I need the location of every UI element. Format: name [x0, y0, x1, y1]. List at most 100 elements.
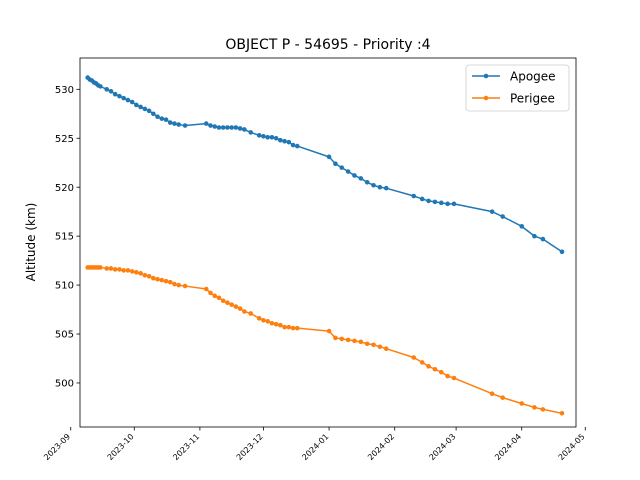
perigee-point — [134, 270, 139, 275]
perigee-point — [98, 265, 103, 270]
apogee-point — [112, 91, 118, 97]
apogee-point — [261, 134, 266, 139]
perigee-point — [261, 318, 266, 323]
perigee-point — [248, 311, 254, 316]
perigee-point — [438, 369, 444, 375]
apogee-point — [273, 135, 279, 141]
apogee-point — [203, 121, 209, 126]
apogee-point — [129, 99, 135, 105]
perigee-point — [451, 375, 457, 381]
apogee-point — [167, 120, 173, 125]
perigee-point — [229, 302, 234, 307]
apogee-point — [358, 176, 364, 181]
apogee-point — [345, 169, 351, 174]
y-tick-label: 530 — [55, 85, 74, 96]
perigee-point — [290, 325, 296, 331]
apogee-point — [559, 249, 565, 255]
y-tick-label: 510 — [55, 281, 74, 292]
apogee-point — [419, 196, 425, 202]
perigee-point — [411, 355, 417, 360]
y-tick-label: 525 — [55, 134, 74, 145]
apogee-point — [182, 123, 188, 128]
perigee-point — [225, 300, 230, 305]
apogee-point — [451, 201, 457, 207]
perigee-point — [419, 360, 425, 365]
perigee-point — [159, 277, 165, 283]
apogee-point — [155, 114, 160, 120]
perigee-point — [208, 290, 213, 296]
apogee-point — [212, 124, 218, 129]
perigee-point — [278, 322, 283, 328]
perigee-point — [142, 272, 148, 278]
apogee-point — [371, 182, 376, 188]
apogee-point — [282, 138, 287, 144]
perigee-point — [540, 407, 546, 412]
legend-marker-apogee — [483, 73, 489, 79]
apogee-point — [225, 125, 230, 130]
legend: Apogee Perigee — [465, 64, 570, 112]
perigee-point — [489, 391, 495, 397]
perigee-point — [345, 337, 351, 343]
perigee-point — [176, 282, 182, 288]
perigee-point — [519, 401, 525, 406]
perigee-point — [182, 283, 188, 289]
apogee-point — [290, 142, 296, 148]
perigee-point — [151, 275, 156, 281]
apogee-point — [265, 134, 270, 140]
apogee-point — [295, 143, 300, 149]
apogee-point — [216, 125, 222, 130]
perigee-point — [155, 276, 160, 282]
perigee-point — [500, 395, 505, 400]
apogee-point — [248, 130, 254, 135]
apogee-point — [278, 137, 283, 143]
apogee-point — [229, 125, 234, 130]
apogee-point — [104, 87, 110, 92]
perigee-point — [282, 324, 287, 330]
legend-label-apogee: Apogee — [510, 69, 556, 83]
apogee-point — [364, 180, 370, 185]
perigee-point — [269, 320, 275, 326]
perigee-point — [172, 281, 177, 287]
perigee-point — [112, 267, 118, 272]
apogee-point — [519, 224, 525, 229]
series-layer — [85, 75, 565, 416]
legend-label-perigee: Perigee — [510, 91, 555, 105]
apogee-point — [242, 127, 247, 132]
apogee-point — [220, 125, 226, 130]
perigee-point — [220, 298, 226, 304]
perigee-point — [212, 293, 218, 299]
perigee-point — [383, 346, 389, 352]
legend-marker-perigee — [483, 95, 489, 101]
apogee-point — [138, 104, 143, 110]
chart-title: OBJECT P - 54695 - Priority :4 — [225, 37, 430, 53]
apogee-point — [237, 126, 243, 131]
perigee-point — [364, 341, 370, 347]
apogee-point — [256, 133, 262, 138]
perigee-point — [117, 267, 122, 272]
perigee-point — [121, 268, 126, 273]
plot-frame — [79, 57, 577, 428]
perigee-point — [265, 318, 270, 324]
apogee-point — [117, 93, 122, 99]
perigee-point — [108, 266, 114, 271]
perigee-point — [432, 366, 438, 372]
series-apogee — [85, 75, 565, 255]
apogee-point — [411, 193, 417, 199]
perigee-point — [445, 373, 450, 379]
perigee-point — [352, 338, 357, 344]
apogee-point — [339, 165, 345, 170]
apogee-point — [146, 108, 152, 114]
apogee-point — [176, 122, 182, 127]
perigee-point — [273, 321, 279, 327]
y-tick-label: 505 — [55, 330, 74, 341]
perigee-point — [295, 325, 300, 331]
apogee-point — [286, 139, 292, 145]
apogee-point — [134, 102, 139, 108]
perigee-point — [339, 336, 345, 342]
series-perigee — [85, 265, 565, 416]
apogee-point — [269, 134, 275, 140]
y-axis-label: Altitude (km) — [24, 203, 38, 282]
perigee-point — [104, 266, 110, 271]
perigee-point — [146, 273, 152, 279]
perigee-point — [216, 295, 222, 301]
